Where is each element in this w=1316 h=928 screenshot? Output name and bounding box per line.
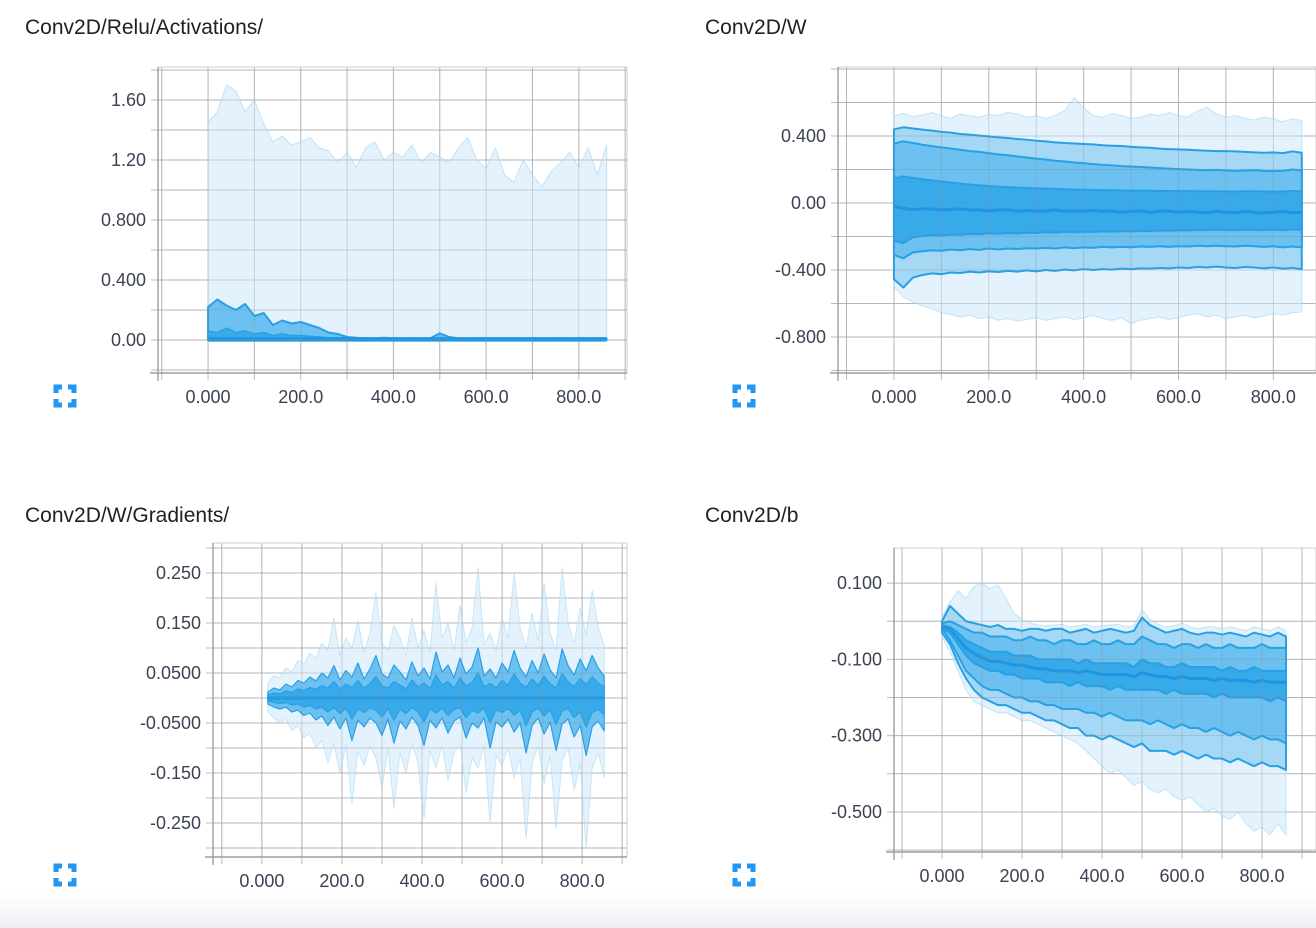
y-tick-label: -0.250 <box>150 813 201 833</box>
distribution-chart[interactable]: 0.000 200.0 400.0 600.0 800.0 0.100 -0.100 -0.3… <box>658 464 1316 928</box>
x-tick-label: 400.0 <box>399 871 444 891</box>
x-tick-label: 800.0 <box>1239 866 1284 886</box>
y-tick-label: 0.250 <box>156 563 201 583</box>
y-tick-label: -0.0500 <box>140 713 201 733</box>
y-tick-label: -0.150 <box>150 763 201 783</box>
distribution-chart[interactable]: 0.000 200.0 400.0 600.0 800.0 0.00 0.400 0.800 1… <box>0 0 658 464</box>
x-tick-label: 800.0 <box>1251 387 1296 407</box>
x-tick-label: 0.000 <box>919 866 964 886</box>
y-tick-label: -0.100 <box>831 649 882 669</box>
series-layer <box>267 567 605 849</box>
fullscreen-expand-icon[interactable] <box>731 862 757 888</box>
x-tick-label: 200.0 <box>966 387 1011 407</box>
x-tick-label: 0.000 <box>239 871 284 891</box>
x-tick-label: 200.0 <box>278 387 323 407</box>
chart-panel-conv2d-w: Conv2D/W 0.000 200.0 400.0 600.0 800.0 0.400 0… <box>658 0 1316 464</box>
x-tick-label: 0.000 <box>186 387 231 407</box>
x-tick-label: 400.0 <box>1079 866 1124 886</box>
series-layer <box>892 97 1303 325</box>
series-layer <box>207 84 608 342</box>
y-tick-label: 1.60 <box>111 90 146 110</box>
chart-title: Conv2D/b <box>705 504 799 527</box>
y-tick-label: 0.400 <box>101 270 146 290</box>
x-tick-label: 800.0 <box>560 871 605 891</box>
x-tick-label: 400.0 <box>1061 387 1106 407</box>
fullscreen-expand-icon[interactable] <box>52 383 78 409</box>
y-tick-label: 1.20 <box>111 150 146 170</box>
percentile-band-minmax <box>207 84 608 341</box>
distribution-chart[interactable]: 0.000 200.0 400.0 600.0 800.0 0.250 0.150 0.050… <box>0 464 658 928</box>
chart-title: Conv2D/W <box>705 16 807 39</box>
y-tick-label: -0.300 <box>831 726 882 746</box>
y-tick-label: 0.0500 <box>146 663 201 683</box>
fullscreen-expand-icon[interactable] <box>52 862 78 888</box>
median-line <box>893 204 1302 215</box>
chart-panel-conv2d-relu-activations: Conv2D/Relu/Activations/ 0.000 200.0 400.0… <box>0 0 658 464</box>
series-layer <box>941 582 1287 836</box>
x-tick-label: 600.0 <box>1156 387 1201 407</box>
distribution-chart[interactable]: 0.000 200.0 400.0 600.0 800.0 0.400 0.00 -0.400… <box>658 0 1316 464</box>
x-tick-label: 0.000 <box>871 387 916 407</box>
y-tick-label: 0.00 <box>111 330 146 350</box>
x-tick-label: 600.0 <box>480 871 525 891</box>
median-line <box>941 625 1286 684</box>
x-tick-label: 800.0 <box>556 387 601 407</box>
y-tick-label: 0.150 <box>156 613 201 633</box>
x-tick-label: 200.0 <box>319 871 364 891</box>
y-tick-label: 0.100 <box>837 573 882 593</box>
y-tick-label: 0.800 <box>101 210 146 230</box>
x-tick-label: 200.0 <box>999 866 1044 886</box>
x-tick-label: 600.0 <box>464 387 509 407</box>
y-tick-label: -0.400 <box>775 260 826 280</box>
chart-panel-conv2d-b: Conv2D/b 0.000 200.0 400.0 600.0 800.0 0.100 -… <box>658 464 1316 928</box>
y-tick-label: 0.00 <box>791 193 826 213</box>
chart-title: Conv2D/Relu/Activations/ <box>25 16 264 39</box>
x-tick-label: 400.0 <box>371 387 416 407</box>
fullscreen-expand-icon[interactable] <box>731 383 757 409</box>
x-tick-label: 600.0 <box>1159 866 1204 886</box>
percentile-band-p31-p69 <box>267 672 605 728</box>
percentile-band-p31-p69 <box>941 624 1287 703</box>
y-tick-label: 0.400 <box>781 126 826 146</box>
y-tick-label: -0.500 <box>831 802 882 822</box>
chart-panel-conv2d-w-gradients: Conv2D/W/Gradients/ 0.000 200.0 400.0 600.0… <box>0 464 658 928</box>
chart-title: Conv2D/W/Gradients/ <box>25 504 230 527</box>
y-tick-label: -0.800 <box>775 327 826 347</box>
